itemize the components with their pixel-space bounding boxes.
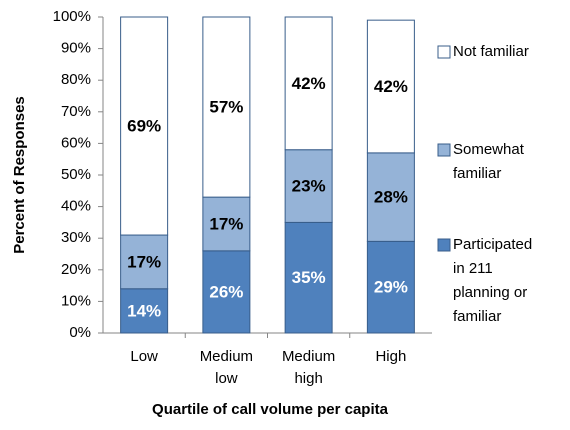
bar-segment: [202, 16, 251, 198]
x-axis-title: Quartile of call volume per capita: [152, 401, 389, 418]
bar-segment: [202, 196, 251, 252]
bar-segment: [120, 288, 169, 334]
legend-label: Not familiar: [453, 43, 529, 60]
data-label: 17%: [127, 252, 161, 271]
y-axis-title: Percent of Responses: [11, 96, 28, 254]
data-label: 69%: [127, 117, 161, 136]
bar-segment: [366, 240, 415, 334]
bar-segment: [366, 152, 415, 242]
y-tick-label: 10%: [61, 292, 91, 309]
bar-segment: [120, 234, 169, 290]
y-tick-label: 20%: [61, 261, 91, 278]
bar-segment: [120, 16, 169, 236]
y-tick-label: 50%: [61, 166, 91, 183]
y-tick-label: 40%: [61, 198, 91, 215]
data-label: 26%: [209, 282, 243, 301]
data-label: 28%: [374, 188, 408, 207]
y-tick-label: 100%: [53, 8, 91, 25]
y-tick-label: 70%: [61, 103, 91, 120]
data-label: 17%: [209, 214, 243, 233]
x-tick-label: Low: [130, 348, 158, 365]
legend-label: Participated in 211 planning or familiar: [453, 236, 532, 325]
data-label: 42%: [292, 74, 326, 93]
x-tick-label: High: [375, 348, 406, 365]
legend-swatch: [437, 45, 451, 59]
data-label: 23%: [292, 177, 326, 196]
legend-label: Somewhat familiar: [453, 141, 525, 182]
bar-segment: [284, 149, 333, 223]
x-tick-label: Medium low: [200, 348, 253, 387]
bar-segment: [284, 16, 333, 151]
data-label: 57%: [209, 98, 243, 117]
y-tick-label: 90%: [61, 40, 91, 57]
y-tick-label: 80%: [61, 71, 91, 88]
bar-segment: [202, 250, 251, 334]
bar-segment: [366, 19, 415, 154]
y-tick-label: 0%: [69, 324, 91, 341]
data-label: 42%: [374, 77, 408, 96]
y-tick-label: 30%: [61, 229, 91, 246]
legend-swatch: [437, 143, 451, 157]
x-tick-label: Medium high: [282, 348, 335, 387]
data-label: 35%: [292, 268, 326, 287]
y-tick-label: 60%: [61, 134, 91, 151]
legend-swatch: [437, 238, 451, 252]
data-label: 14%: [127, 301, 161, 320]
data-label: 29%: [374, 278, 408, 297]
